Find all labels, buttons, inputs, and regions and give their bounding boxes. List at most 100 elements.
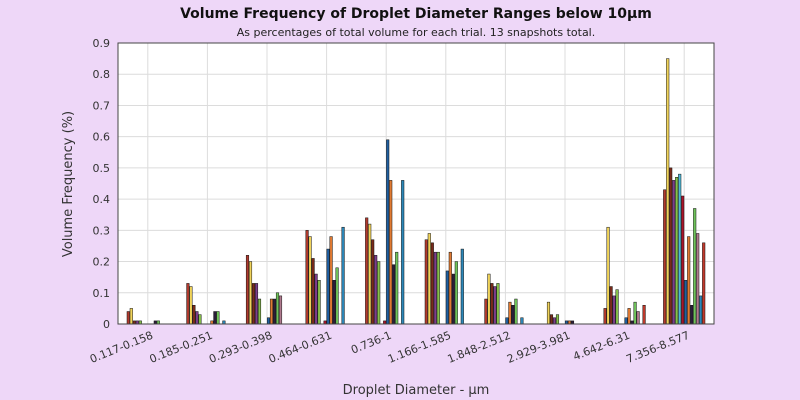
bar bbox=[690, 305, 694, 325]
bar bbox=[636, 311, 640, 325]
bar bbox=[454, 261, 458, 325]
bar bbox=[448, 251, 452, 325]
bar bbox=[678, 173, 682, 325]
y-tick-label: 0.7 bbox=[93, 99, 111, 112]
bar bbox=[248, 261, 253, 325]
bar bbox=[257, 298, 262, 325]
bar bbox=[275, 292, 280, 325]
bars bbox=[126, 58, 706, 325]
bar bbox=[687, 236, 691, 325]
x-tick-label: 0.185-0.251 bbox=[148, 329, 215, 366]
y-tick-label: 0.2 bbox=[93, 256, 111, 269]
bar bbox=[305, 230, 309, 325]
bar bbox=[401, 180, 405, 325]
bar bbox=[254, 283, 259, 325]
bar bbox=[546, 301, 551, 325]
y-tick-label: 0.1 bbox=[93, 287, 111, 300]
bar bbox=[266, 317, 271, 325]
bar bbox=[365, 217, 369, 325]
bar bbox=[251, 283, 256, 325]
plot-frame bbox=[117, 42, 715, 325]
bar bbox=[606, 226, 610, 325]
bar bbox=[663, 189, 667, 325]
x-tick-label: 4.642-6.31 bbox=[571, 329, 631, 364]
bar bbox=[627, 308, 631, 325]
bar bbox=[368, 223, 372, 325]
bar bbox=[395, 251, 399, 325]
bar bbox=[216, 311, 220, 325]
bar bbox=[335, 267, 339, 325]
bar bbox=[436, 251, 440, 325]
bar bbox=[642, 305, 646, 325]
bar bbox=[308, 236, 312, 325]
bar bbox=[332, 280, 336, 325]
bar bbox=[129, 308, 133, 325]
bar bbox=[493, 286, 497, 325]
bar bbox=[341, 226, 345, 325]
x-tick-label: 0.117-0.158 bbox=[88, 329, 155, 366]
bar bbox=[245, 255, 250, 325]
bar bbox=[555, 314, 560, 325]
y-tick-label: 0.9 bbox=[93, 37, 111, 50]
chart-title: Volume Frequency of Droplet Diameter Ran… bbox=[180, 6, 652, 22]
bar bbox=[189, 286, 193, 325]
bar bbox=[612, 295, 616, 325]
y-tick-label: 0.5 bbox=[93, 162, 111, 175]
y-tick-label: 0.6 bbox=[93, 131, 111, 144]
bar bbox=[699, 295, 703, 325]
bar bbox=[445, 270, 449, 325]
x-tick-label: 0.293-0.398 bbox=[207, 329, 274, 366]
bar bbox=[624, 317, 628, 325]
bar bbox=[377, 261, 381, 325]
bar bbox=[424, 239, 428, 325]
bar bbox=[430, 242, 434, 325]
bar bbox=[311, 258, 315, 325]
bar bbox=[549, 314, 554, 325]
bar bbox=[702, 242, 706, 325]
bar bbox=[126, 311, 130, 325]
bar bbox=[374, 255, 378, 325]
bar bbox=[195, 311, 199, 325]
bar bbox=[552, 317, 557, 325]
bar bbox=[314, 273, 318, 325]
y-tick-label: 0.8 bbox=[93, 68, 111, 81]
x-axis-label: Droplet Diameter - μm bbox=[343, 383, 490, 398]
bar bbox=[389, 180, 393, 325]
bar bbox=[326, 248, 330, 325]
x-tick-label: 2.929-3.981 bbox=[505, 329, 572, 366]
bar bbox=[672, 180, 676, 325]
bar bbox=[317, 280, 321, 325]
bar bbox=[487, 273, 491, 325]
bar bbox=[520, 317, 524, 325]
y-tick-label: 0 bbox=[103, 318, 110, 331]
bar bbox=[269, 298, 274, 325]
bar bbox=[484, 298, 488, 325]
x-tick-label: 1.166-1.585 bbox=[386, 329, 453, 366]
x-tick-label: 1.848-2.512 bbox=[446, 329, 513, 366]
bar bbox=[490, 283, 494, 325]
x-tick-label: 7.356-8.577 bbox=[624, 329, 691, 366]
bar bbox=[386, 139, 390, 325]
bar bbox=[514, 298, 518, 325]
bar bbox=[213, 311, 217, 325]
bar bbox=[684, 280, 688, 325]
y-tick-label: 0.4 bbox=[93, 193, 111, 206]
bar bbox=[603, 308, 607, 325]
bar bbox=[615, 289, 619, 325]
y-axis-label: Volume Frequency (%) bbox=[61, 111, 76, 257]
bar bbox=[669, 167, 673, 325]
bar bbox=[675, 177, 679, 325]
chart-subtitle: As percentages of total volume for each … bbox=[237, 26, 595, 39]
bar bbox=[693, 208, 697, 325]
bar bbox=[198, 314, 202, 325]
bar bbox=[371, 239, 375, 325]
y-tick-label: 0.3 bbox=[93, 224, 111, 237]
bar bbox=[451, 273, 455, 325]
y-ticks: 0 0.1 0.2 0.3 0.4 0.5 0.6 0.7 0.8 0.9 bbox=[93, 37, 111, 331]
bar bbox=[609, 286, 613, 325]
x-ticks: 0.117-0.1580.185-0.2510.293-0.3980.464-0… bbox=[88, 329, 691, 366]
bar bbox=[329, 236, 333, 325]
bar bbox=[272, 298, 277, 325]
bar bbox=[427, 233, 431, 325]
